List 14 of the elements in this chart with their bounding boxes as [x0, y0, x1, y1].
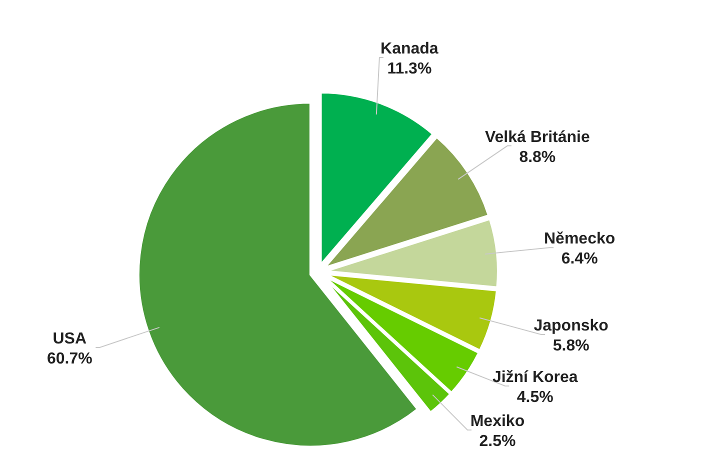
data-label: 6.4% — [561, 250, 598, 268]
slice-label: Velká Británie — [484, 128, 590, 146]
data-label: 2.5% — [479, 433, 516, 450]
data-label: 8.8% — [519, 148, 556, 166]
slice-label: Jižní Korea — [492, 369, 578, 386]
data-label: 5.8% — [552, 337, 590, 354]
slice-label: Kanada — [380, 40, 438, 58]
data-label: 4.5% — [516, 389, 554, 406]
slice-label: Mexiko — [470, 413, 525, 430]
slice-label: USA — [52, 330, 87, 348]
data-label: 11.3% — [387, 60, 432, 78]
data-label: 60.7% — [46, 350, 92, 368]
slice-label: Japonsko — [534, 317, 609, 334]
slice-label: Německo — [544, 230, 616, 248]
